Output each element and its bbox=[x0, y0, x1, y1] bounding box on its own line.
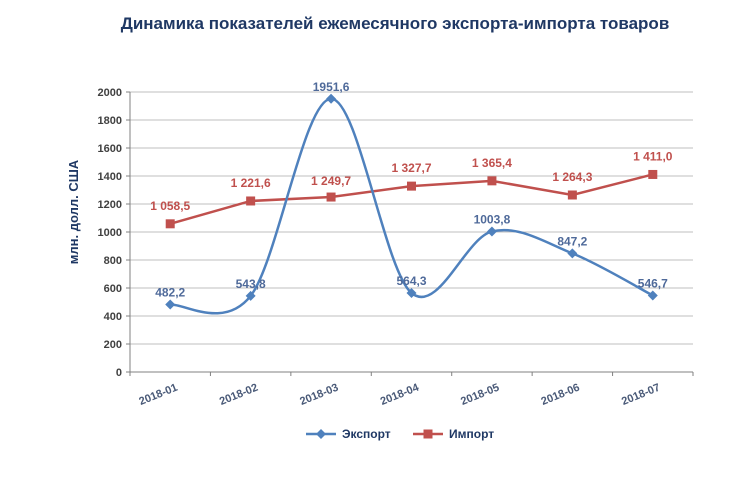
x-tick-label: 2018-02 bbox=[218, 382, 260, 408]
import-point bbox=[326, 192, 336, 202]
import-data-label: 1 249,7 bbox=[311, 174, 351, 188]
legend: Экспорт Импорт bbox=[306, 427, 494, 441]
y-tick-label: 800 bbox=[104, 255, 122, 267]
import-point bbox=[487, 176, 497, 186]
x-tick-label: 2018-03 bbox=[298, 382, 340, 408]
y-tick-label: 600 bbox=[104, 283, 122, 295]
x-tick-label: 2018-07 bbox=[620, 382, 662, 408]
export-point bbox=[165, 299, 176, 310]
y-tick-label: 1000 bbox=[98, 227, 122, 239]
import-data-label: 1 327,7 bbox=[391, 161, 431, 175]
import-data-label: 1 058,5 bbox=[150, 199, 190, 213]
x-axis-ticks: 2018-01 2018-02 2018-03 2018-04 2018-05 2018-… bbox=[137, 381, 662, 408]
import-data-label: 1 221,6 bbox=[231, 176, 271, 190]
axes bbox=[126, 91, 694, 376]
export-data-label: 1951,6 bbox=[313, 80, 350, 94]
y-tick-label: 400 bbox=[104, 311, 122, 323]
export-point bbox=[245, 290, 256, 301]
y-tick-label: 1400 bbox=[98, 171, 122, 183]
y-tick-label: 200 bbox=[104, 339, 122, 351]
import-data-label: 1 264,3 bbox=[552, 170, 592, 184]
export-data-label: 564,3 bbox=[396, 274, 426, 288]
x-tick-label: 2018-05 bbox=[459, 382, 501, 408]
import-point bbox=[246, 196, 256, 206]
grid bbox=[130, 91, 693, 373]
x-tick-label: 2018-06 bbox=[540, 382, 582, 408]
legend-import-label: Импорт bbox=[449, 427, 494, 441]
import-data-label: 1 411,0 bbox=[633, 149, 673, 163]
export-data-label: 543,8 bbox=[236, 277, 266, 291]
export-point bbox=[486, 226, 497, 237]
export-data-label: 1003,8 bbox=[474, 212, 511, 226]
import-data-label: 1 365,4 bbox=[472, 156, 512, 170]
y-axis-label: млн. долл. США bbox=[66, 159, 81, 264]
import-point bbox=[567, 190, 577, 200]
y-tick-label: 0 bbox=[116, 367, 122, 379]
y-tick-label: 1200 bbox=[98, 199, 122, 211]
series bbox=[165, 93, 658, 315]
legend-export-label: Экспорт bbox=[342, 427, 391, 441]
export-point bbox=[406, 287, 417, 298]
export-point bbox=[567, 248, 578, 259]
y-tick-label: 1800 bbox=[98, 115, 122, 127]
import-point bbox=[407, 181, 416, 191]
export-data-label: 847,2 bbox=[557, 234, 587, 248]
import-point bbox=[165, 219, 175, 229]
y-tick-label: 1600 bbox=[98, 143, 122, 155]
x-tick-label: 2018-04 bbox=[379, 381, 422, 408]
data-labels: 1 058,5 1 221,6 1 249,7 1 327,7 1 365,4 1 264… bbox=[150, 80, 673, 300]
import-point bbox=[648, 169, 658, 179]
export-data-label: 482,2 bbox=[155, 285, 185, 299]
export-data-label: 546,7 bbox=[638, 276, 668, 290]
legend-import-marker bbox=[423, 429, 433, 439]
y-axis-ticks: 0 200 400 600 800 1000 1200 1400 1600 1800 2000 bbox=[98, 87, 122, 379]
chart-title: Динамика показателей ежемесячного экспор… bbox=[120, 14, 670, 33]
legend-export-marker bbox=[316, 429, 326, 439]
x-tick-label: 2018-01 bbox=[137, 382, 179, 408]
export-point bbox=[326, 93, 337, 104]
export-point bbox=[647, 290, 658, 301]
y-tick-label: 2000 bbox=[98, 87, 122, 99]
export-line bbox=[170, 97, 654, 315]
